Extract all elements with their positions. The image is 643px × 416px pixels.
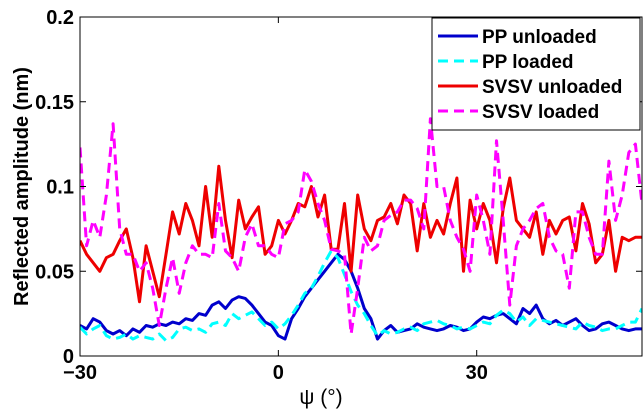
legend-label: PP loaded <box>482 52 574 73</box>
y-tick-label: 0 <box>63 346 74 368</box>
legend-label: PP unloaded <box>482 27 597 48</box>
y-axis-label: Reflected amplitude (nm) <box>11 67 33 306</box>
series-line-svsv-loaded <box>80 117 642 336</box>
legend-box <box>431 17 641 131</box>
legend-label: SVSV loaded <box>482 102 599 123</box>
x-tick-label: 0 <box>273 362 284 384</box>
x-tick-label: 30 <box>466 362 488 384</box>
legend: PP unloaded PP loaded SVSV unloaded SVSV lo… <box>431 17 641 131</box>
series-line-pp-loaded <box>80 249 642 343</box>
x-tick-label: −30 <box>63 362 97 384</box>
plot-area <box>80 117 642 343</box>
y-tick-label: 0.2 <box>46 7 74 29</box>
series-line-svsv-unloaded <box>80 164 642 304</box>
x-axis-label: ψ (°) <box>299 386 342 409</box>
y-tick-label: 0.05 <box>35 261 74 283</box>
y-tick-label: 0.1 <box>46 177 74 199</box>
y-tick-label: 0.15 <box>35 92 74 114</box>
legend-label: SVSV unloaded <box>482 77 622 98</box>
